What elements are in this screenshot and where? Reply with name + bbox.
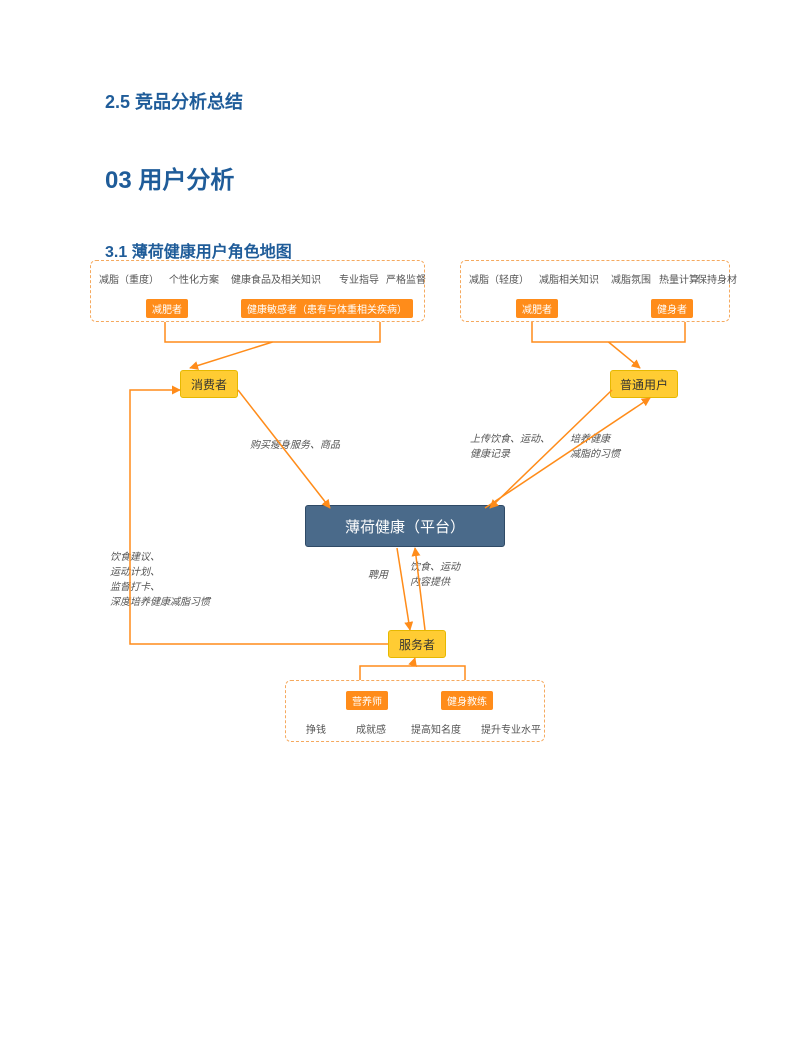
edge-label: 购买瘦身服务、商品: [250, 438, 340, 453]
server-needs-box-tag: 提升专业水平: [481, 721, 541, 736]
consumer-needs-box-tag: 个性化方案: [169, 271, 219, 286]
consumer-needs-box-role-tag: 减肥者: [146, 299, 188, 318]
consumer-needs-box-tag: 减脂（重度）: [99, 271, 159, 286]
consumer-needs-box-tag: 专业指导: [339, 271, 379, 286]
normal-user-node: 普通用户: [610, 370, 678, 398]
normal-user-needs-box-tag: 减脂（轻度）: [469, 271, 529, 286]
normal-user-needs-box: 减脂（轻度）减脂相关知识减脂氛围热量计算保持身材减肥者健身者: [460, 260, 730, 322]
normal-user-needs-box-role-tag: 健身者: [651, 299, 693, 318]
edge-label: 饮食、运动内容提供: [410, 560, 460, 590]
consumer-needs-box-role-tag: 健康敏感者（患有与体重相关疾病）: [241, 299, 413, 318]
server-needs-box-role-tag: 健身教练: [441, 691, 493, 710]
normal-user-needs-box-role-tag: 减肥者: [516, 299, 558, 318]
heading-03: 03 用户分析: [105, 160, 234, 195]
edge-label: 上传饮食、运动、健康记录: [470, 432, 550, 462]
consumer-needs-box: 减脂（重度） 个性化方案健康食品及相关知识 专业指导严格监督减肥者 健康敏感者（患有与…: [90, 260, 425, 322]
edge-label: 聘用: [368, 568, 388, 583]
edge-label: 饮食建议、运动计划、监督打卡、深度培养健康减脂习惯: [110, 550, 210, 610]
server-node: 服务者: [388, 630, 446, 658]
heading-3-1: 3.1 薄荷健康用户角色地图: [105, 238, 292, 262]
server-needs-box-tag: 提高知名度: [411, 721, 461, 736]
consumer-node: 消费者: [180, 370, 238, 398]
server-needs-box-tag: 挣钱: [306, 721, 326, 736]
role-map-diagram: 减脂（重度） 个性化方案健康食品及相关知识 专业指导严格监督减肥者 健康敏感者（患有与…: [90, 260, 730, 820]
normal-user-needs-box-tag: 保持身材: [697, 271, 737, 286]
normal-user-needs-box-tag: 热量计算: [659, 271, 699, 286]
platform-center-node: 薄荷健康（平台）: [305, 505, 505, 547]
consumer-needs-box-tag: 健康食品及相关知识: [231, 271, 321, 286]
normal-user-needs-box-tag: 减脂相关知识: [539, 271, 599, 286]
consumer-needs-box-tag: 严格监督: [386, 271, 426, 286]
heading-2-5: 2.5 竞品分析总结: [105, 88, 243, 114]
server-needs-box-role-tag: 营养师: [346, 691, 388, 710]
server-needs-box-tag: 成就感: [356, 721, 386, 736]
normal-user-needs-box-tag: 减脂氛围: [611, 271, 651, 286]
server-needs-box: 挣钱 成就感 提高知名度 提升专业水平 营养师 健身教练: [285, 680, 545, 742]
edge-label: 培养健康减脂的习惯: [570, 432, 620, 462]
